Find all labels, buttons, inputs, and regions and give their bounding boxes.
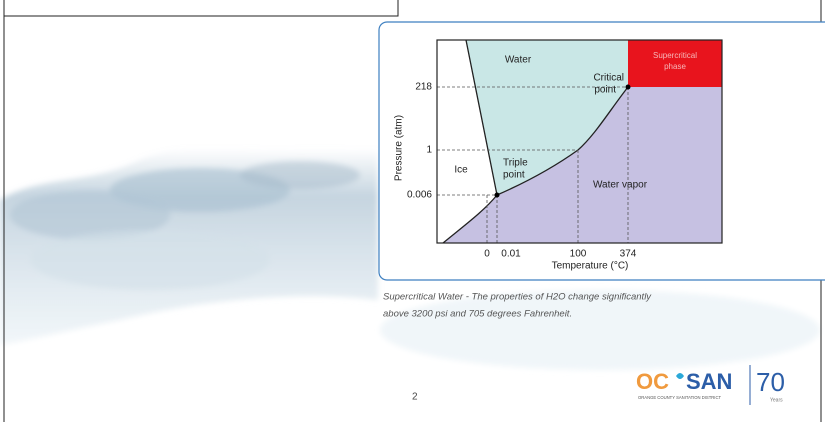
x-tick-label: 0: [484, 249, 490, 260]
y-tick-label: 1: [426, 145, 432, 156]
point-label: point: [594, 85, 616, 96]
title-box: [3, 0, 399, 17]
y-axis-label: Pressure (atm): [394, 115, 405, 181]
logo: OC SAN ORANGE COUNTY SANITATION DISTRICT…: [636, 365, 785, 405]
logo-drop: [676, 373, 684, 379]
plot-frame: [436, 39, 723, 244]
logo-subtitle: ORANGE COUNTY SANITATION DISTRICT: [638, 395, 721, 400]
phase-curve: [442, 86, 629, 244]
critical-point: [625, 84, 631, 90]
point-label: Critical: [593, 73, 624, 84]
triple-point: [494, 192, 500, 198]
region-label: Water: [505, 55, 532, 66]
region-label: Supercritical: [653, 51, 697, 60]
x-tick-label: 374: [620, 249, 637, 260]
logo-right: SAN: [686, 369, 732, 394]
melting-curve: [465, 39, 498, 196]
region-label: Ice: [454, 165, 468, 176]
x-tick-label: 0.01: [501, 249, 521, 260]
water-region: [466, 40, 628, 195]
guide-lines: [437, 86, 629, 243]
logo-left: OC: [636, 369, 669, 394]
caption-line: Supercritical Water - The properties of …: [383, 292, 652, 303]
y-tick-label: 218: [415, 82, 432, 93]
vapor-region: [443, 87, 722, 243]
x-axis-label: Temperature (°C): [552, 261, 629, 272]
phase-diagram: 218 1 0.006 0 0.01 100 374 Temperature (…: [394, 39, 723, 272]
x-tick-label: 100: [570, 249, 587, 260]
region-label: Water vapor: [593, 180, 648, 191]
page-number: 2: [412, 392, 418, 403]
logo-anniversary-label: Years: [770, 397, 783, 403]
point-label: point: [503, 170, 525, 181]
caption-line: above 3200 psi and 705 degrees Fahrenhei…: [383, 309, 572, 320]
region-label: phase: [664, 62, 686, 71]
point-label: Triple: [503, 158, 528, 169]
logo-anniversary: 70: [756, 367, 785, 397]
supercritical-region: [628, 40, 722, 87]
y-tick-label: 0.006: [407, 190, 432, 201]
water-background: [0, 147, 820, 370]
